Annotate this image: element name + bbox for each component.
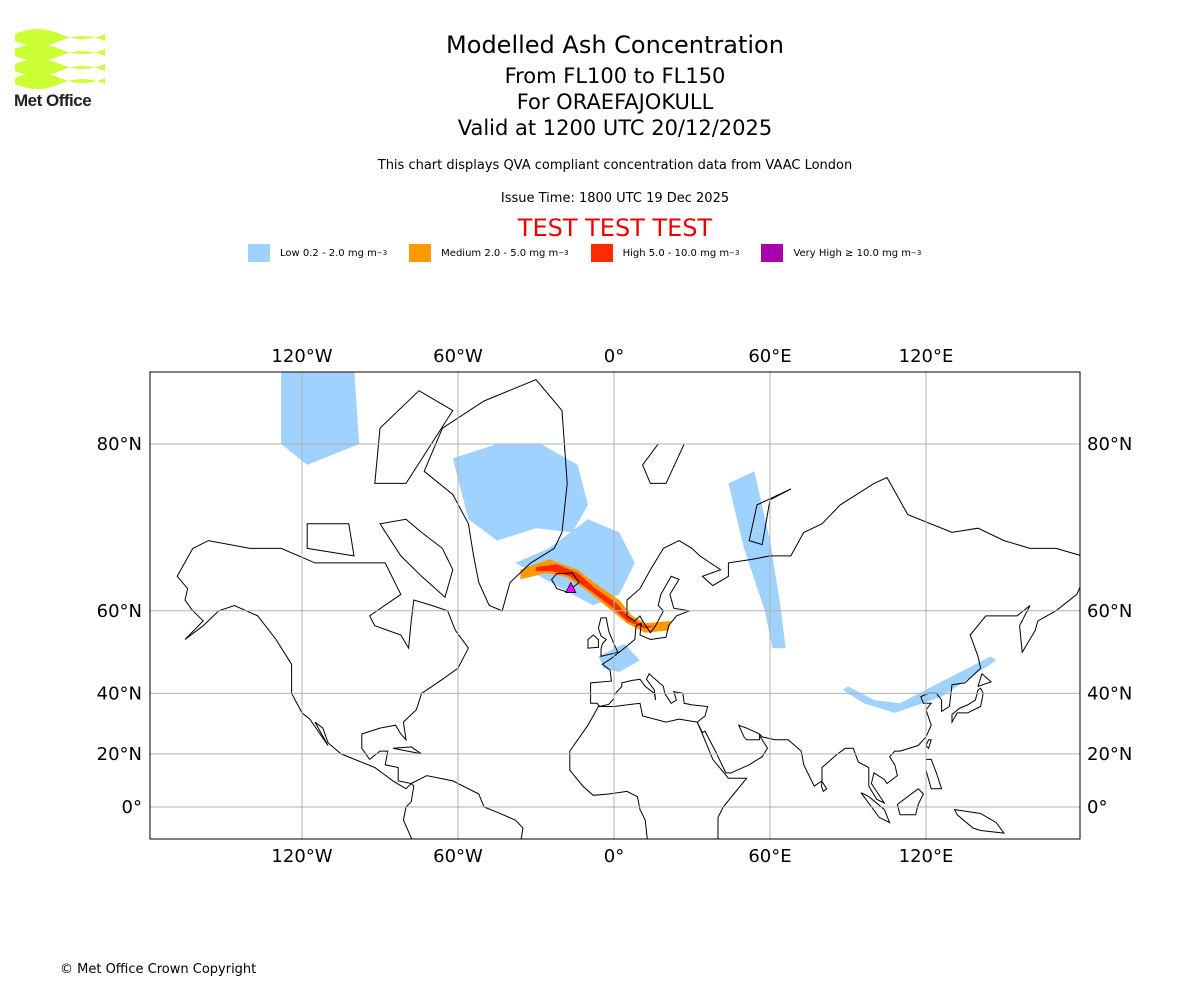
legend-label: Medium 2.0 - 5.0 mg m — [441, 247, 559, 259]
legend-exponent: −3 — [911, 249, 922, 257]
lon-tick-label-bottom: 60°E — [748, 846, 791, 867]
coastline-hokkaido — [977, 672, 992, 688]
ash-region-low — [515, 519, 635, 606]
vent-triangle-icon — [565, 581, 577, 593]
legend-exponent: −3 — [558, 249, 569, 257]
coastline-ellesmere — [374, 390, 454, 484]
qva-note: This chart displays QVA compliant concen… — [377, 158, 853, 173]
legend: Low 0.2 - 2.0 mg m −3 Medium 2.0 - 5.0 mg… — [248, 244, 943, 262]
ash-region-low — [728, 471, 786, 649]
legend-label: Low 0.2 - 2.0 mg m — [280, 247, 377, 259]
lon-tick-label-top: 60°E — [748, 346, 791, 367]
coastline-philippines — [925, 758, 943, 790]
map-frame — [149, 371, 1081, 840]
chart-title: Modelled Ash Concentration — [446, 31, 784, 59]
legend-item-low: Low 0.2 - 2.0 mg m −3 — [248, 244, 387, 262]
coastline-taiwan — [925, 739, 932, 750]
legend-swatch — [761, 244, 784, 262]
coastline-victoria-island — [306, 523, 355, 557]
coastline-sri-lanka — [820, 779, 828, 793]
flight-levels: From FL100 to FL150 — [504, 64, 726, 88]
coastline-cuba — [392, 746, 422, 755]
lon-tick-label-bottom: 120°E — [899, 846, 954, 867]
legend-label: Very High ≥ 10.0 mg m — [793, 247, 912, 259]
ash-region-low — [452, 444, 588, 541]
legend-swatch — [590, 244, 613, 262]
lat-tick-label-left: 20°N — [97, 744, 142, 765]
coastline-great-britain — [597, 617, 619, 658]
legend-item-high: High 5.0 - 10.0 mg m −3 — [590, 244, 740, 262]
lat-tick-label-right: 0° — [1087, 797, 1107, 818]
lon-tick-label-bottom: 120°W — [271, 846, 332, 867]
ash-region-low — [281, 372, 360, 465]
axis-labels: 120°W 120°W 60°W 60°W 0° 0° 60°E 60°E 120°E 120°E… — [97, 346, 1133, 867]
coastline-japan — [951, 687, 984, 725]
vent-marker — [565, 581, 577, 593]
coastline-new-guinea — [953, 808, 1006, 834]
coastline-greenland — [423, 378, 568, 612]
coastline-novaya-zemlya — [748, 488, 792, 546]
lon-tick-label-top: 120°W — [271, 346, 332, 367]
lat-tick-label-right: 40°N — [1087, 683, 1132, 704]
legend-label: High 5.0 - 10.0 mg m — [622, 247, 730, 259]
coastline-africa — [569, 702, 748, 839]
lat-tick-label-left: 40°N — [97, 683, 142, 704]
coastline-sumatra — [860, 792, 891, 824]
graticule — [150, 372, 1080, 839]
legend-item-very-high: Very High ≥ 10.0 mg m −3 — [761, 244, 921, 262]
lat-tick-label-left: 80°N — [97, 434, 142, 455]
legend-item-medium: Medium 2.0 - 5.0 mg m −3 — [409, 244, 569, 262]
lon-tick-label-top: 60°W — [433, 346, 483, 367]
lon-tick-label-top: 120°E — [899, 346, 954, 367]
ash-region-low — [598, 643, 640, 672]
coastline-borneo — [896, 788, 925, 816]
logo-text: Met Office — [14, 91, 92, 110]
coastline-south-america — [402, 775, 524, 839]
coastline-svalbard — [642, 443, 685, 484]
lon-tick-label-bottom: 60°W — [433, 846, 483, 867]
lat-tick-label-right: 60°N — [1087, 601, 1132, 622]
met-office-logo — [12, 28, 108, 94]
coastline-iceland — [550, 572, 580, 593]
test-banner: TEST TEST TEST — [517, 214, 713, 242]
coastline-ireland — [587, 634, 599, 649]
lat-tick-label-left: 0° — [122, 797, 142, 818]
lat-tick-label-left: 60°N — [97, 601, 142, 622]
legend-swatch — [409, 244, 432, 262]
legend-exponent: −3 — [729, 249, 740, 257]
coastline-north-america — [176, 540, 469, 790]
ash-region-medium — [520, 559, 672, 633]
lat-tick-label-right: 80°N — [1087, 434, 1132, 455]
ash-layer — [281, 372, 997, 713]
volcano-name: For ORAEFAJOKULL — [516, 90, 714, 114]
coastline-baffin — [379, 518, 454, 599]
copyright: © Met Office Crown Copyright — [60, 962, 257, 977]
lat-tick-label-right: 20°N — [1087, 744, 1132, 765]
met-office-waves-icon — [15, 29, 105, 89]
legend-exponent: −3 — [376, 249, 388, 257]
lon-tick-label-top: 0° — [604, 346, 624, 367]
ash-region-high — [536, 564, 656, 629]
issue-time: Issue Time: 1800 UTC 19 Dec 2025 — [500, 191, 730, 206]
valid-time: Valid at 1200 UTC 20/12/2025 — [457, 116, 773, 140]
ash-region-low — [842, 656, 997, 713]
lon-tick-label-bottom: 0° — [604, 846, 624, 867]
legend-swatch — [248, 244, 270, 262]
